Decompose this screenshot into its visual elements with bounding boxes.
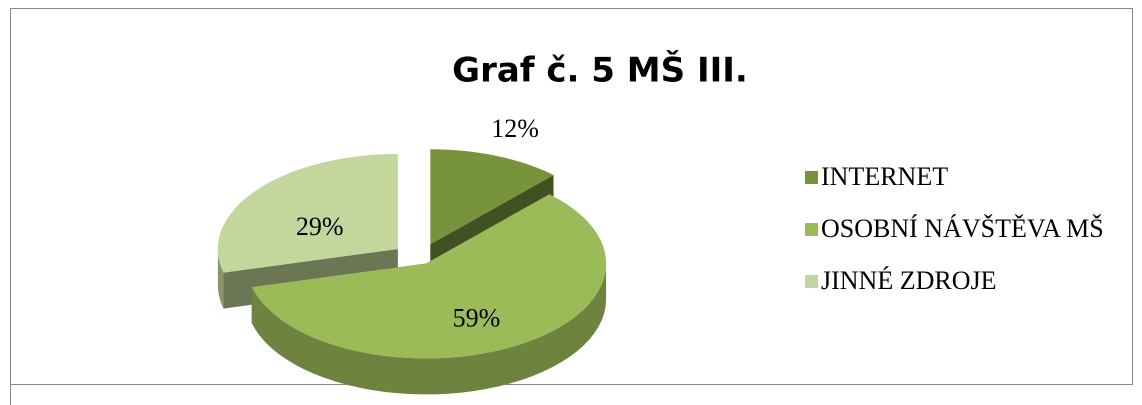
legend-item: JINNÉ ZDROJE — [805, 266, 1105, 296]
chart-title: Graf č. 5 MŠ III. — [452, 50, 748, 91]
legend-label: OSOBNÍ NÁVŠTĚVA MŠ — [821, 214, 1104, 243]
data-label: 59% — [453, 303, 501, 332]
legend: INTERNET OSOBNÍ NÁVŠTĚVA MŠ JINNÉ ZDROJE — [805, 162, 1105, 318]
legend-item: INTERNET — [805, 162, 1105, 192]
legend-item: OSOBNÍ NÁVŠTĚVA MŠ — [805, 214, 1105, 244]
slice-side — [217, 248, 224, 309]
slice-top — [251, 194, 607, 359]
slice-top — [217, 153, 398, 273]
pie-slice — [251, 194, 607, 395]
legend-label: JINNÉ ZDROJE — [821, 266, 997, 295]
chart-frame — [10, 8, 1133, 385]
data-label: 12% — [491, 114, 539, 143]
legend-label: INTERNET — [821, 162, 949, 191]
slice-top — [430, 149, 554, 245]
slice-side — [251, 263, 607, 395]
legend-swatch — [805, 223, 818, 236]
data-label: 29% — [296, 212, 344, 241]
legend-swatch — [805, 275, 818, 288]
legend-swatch — [805, 171, 818, 184]
